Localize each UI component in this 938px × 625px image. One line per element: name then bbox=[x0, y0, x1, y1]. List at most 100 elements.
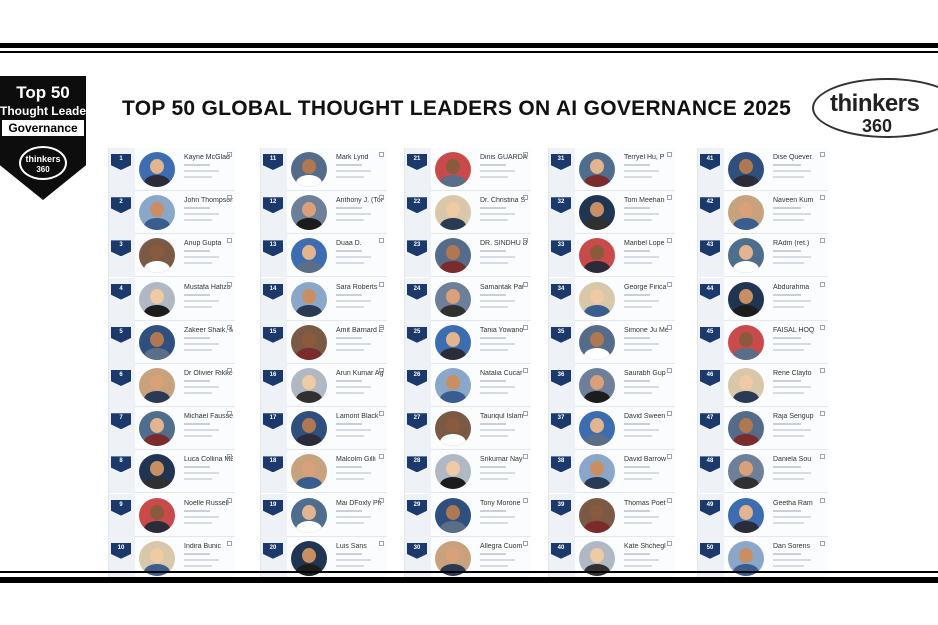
leader-name[interactable]: David Sween bbox=[624, 413, 666, 421]
select-checkbox[interactable] bbox=[820, 238, 825, 244]
leader-name[interactable]: Srikumar Nay bbox=[480, 456, 523, 464]
leader-row[interactable]: 24 Samantak Par bbox=[405, 277, 531, 321]
select-checkbox[interactable] bbox=[523, 540, 528, 546]
leader-row[interactable]: 9 Noelle Russell bbox=[109, 493, 235, 537]
select-checkbox[interactable] bbox=[227, 152, 232, 157]
leader-name[interactable]: Sara Roberts bbox=[336, 283, 378, 291]
leader-row[interactable]: 40 Kate Shchegl bbox=[549, 536, 675, 580]
leader-name[interactable]: Arun Kumar Ag bbox=[336, 370, 384, 377]
leader-row[interactable]: 5 Zakeer Shaik, M bbox=[109, 320, 235, 364]
leader-name[interactable]: Luis Sans bbox=[336, 542, 367, 550]
leader-name[interactable]: Dinis GUARDA bbox=[480, 154, 528, 161]
leader-row[interactable]: 48 Daniela Sou bbox=[698, 450, 828, 494]
leader-row[interactable]: 35 Simone Ju Me bbox=[549, 320, 675, 364]
select-checkbox[interactable] bbox=[523, 411, 528, 417]
leader-name[interactable]: Raja Sengup bbox=[773, 413, 814, 421]
leader-name[interactable]: Thomas Poet bbox=[624, 499, 666, 507]
select-checkbox[interactable] bbox=[820, 281, 825, 287]
leader-row[interactable]: 45 FAISAL HOQ bbox=[698, 320, 828, 364]
leader-row[interactable]: 29 Tony Morone bbox=[405, 493, 531, 537]
leader-row[interactable]: 44 Abdurahma bbox=[698, 277, 828, 321]
leader-name[interactable]: Malcolm Gilli bbox=[336, 456, 376, 464]
leader-name[interactable]: Tom Meehan bbox=[624, 197, 665, 205]
leader-row[interactable]: 19 Mai DFoxly Ph bbox=[261, 493, 387, 537]
leader-row[interactable]: 33 Maribel Lope bbox=[549, 234, 675, 278]
select-checkbox[interactable] bbox=[379, 411, 384, 417]
leader-row[interactable]: 47 Raja Sengup bbox=[698, 407, 828, 451]
select-checkbox[interactable] bbox=[227, 368, 232, 373]
select-checkbox[interactable] bbox=[379, 238, 384, 244]
select-checkbox[interactable] bbox=[379, 368, 384, 373]
select-checkbox[interactable] bbox=[379, 497, 384, 503]
select-checkbox[interactable] bbox=[227, 540, 232, 546]
select-checkbox[interactable] bbox=[227, 195, 232, 201]
leader-row[interactable]: 32 Tom Meehan bbox=[549, 191, 675, 235]
leader-row[interactable]: 14 Sara Roberts bbox=[261, 277, 387, 321]
leader-row[interactable]: 46 Rene Clayto bbox=[698, 364, 828, 407]
leader-name[interactable]: Dan Sorens bbox=[773, 542, 810, 550]
leader-name[interactable]: Natalia Cucar bbox=[480, 370, 523, 377]
leader-row[interactable]: 11 Mark Lynd bbox=[261, 148, 387, 191]
leader-name[interactable]: Kayne McGlad bbox=[184, 154, 230, 161]
leader-row[interactable]: 36 Saurabh Gup bbox=[549, 364, 675, 407]
select-checkbox[interactable] bbox=[667, 238, 672, 244]
leader-row[interactable]: 27 Tauriqul Islam bbox=[405, 407, 531, 451]
select-checkbox[interactable] bbox=[379, 152, 384, 157]
select-checkbox[interactable] bbox=[667, 324, 672, 330]
leader-row[interactable]: 20 Luis Sans bbox=[261, 536, 387, 580]
leader-name[interactable]: Duaa D. bbox=[336, 240, 362, 248]
leader-name[interactable]: Anup Gupta bbox=[184, 240, 222, 248]
leader-row[interactable]: 25 Tania Yowano bbox=[405, 320, 531, 364]
leader-name[interactable]: George Firica bbox=[624, 283, 667, 291]
select-checkbox[interactable] bbox=[523, 454, 528, 460]
leader-name[interactable]: RAdm (ret.) bbox=[773, 240, 810, 248]
leader-row[interactable]: 3 Anup Gupta bbox=[109, 234, 235, 278]
leader-row[interactable]: 12 Anthony J. (Tor bbox=[261, 191, 387, 235]
leader-row[interactable]: 2 John Thompson bbox=[109, 191, 235, 235]
leader-name[interactable]: Kate Shchegl bbox=[624, 542, 666, 550]
leader-row[interactable]: 37 David Sween bbox=[549, 407, 675, 451]
leader-row[interactable]: 41 Dise Quever bbox=[698, 148, 828, 191]
leader-name[interactable]: David Barrow bbox=[624, 456, 667, 464]
leader-name[interactable]: Geetha Ram bbox=[773, 499, 813, 507]
select-checkbox[interactable] bbox=[227, 281, 232, 287]
leader-row[interactable]: 16 Arun Kumar Ag bbox=[261, 364, 387, 407]
select-checkbox[interactable] bbox=[667, 411, 672, 417]
leader-row[interactable]: 23 DR. SINDHU B bbox=[405, 234, 531, 278]
select-checkbox[interactable] bbox=[379, 281, 384, 287]
leader-name[interactable]: Allegra Cuom bbox=[480, 542, 523, 550]
leader-name[interactable]: Michael Fausse bbox=[184, 413, 233, 421]
select-checkbox[interactable] bbox=[227, 238, 232, 244]
select-checkbox[interactable] bbox=[820, 411, 825, 417]
leader-name[interactable]: Dr. Christina S bbox=[480, 197, 526, 205]
select-checkbox[interactable] bbox=[820, 497, 825, 503]
leader-row[interactable]: 28 Srikumar Nay bbox=[405, 450, 531, 494]
leader-row[interactable]: 26 Natalia Cucar bbox=[405, 364, 531, 407]
leader-row[interactable]: 6 Dr Olivier Rikke bbox=[109, 364, 235, 407]
leader-row[interactable]: 18 Malcolm Gilli bbox=[261, 450, 387, 494]
leader-name[interactable]: Saurabh Gup bbox=[624, 370, 666, 377]
leader-name[interactable]: Lamont Black bbox=[336, 413, 379, 421]
select-checkbox[interactable] bbox=[379, 324, 384, 330]
select-checkbox[interactable] bbox=[667, 281, 672, 287]
select-checkbox[interactable] bbox=[227, 324, 232, 330]
select-checkbox[interactable] bbox=[523, 238, 528, 244]
leader-name[interactable]: Daniela Sou bbox=[773, 456, 812, 464]
leader-name[interactable]: Tania Yowano bbox=[480, 326, 524, 334]
leader-row[interactable]: 43 RAdm (ret.) bbox=[698, 234, 828, 278]
select-checkbox[interactable] bbox=[667, 152, 672, 157]
leader-name[interactable]: Mustafa Hafizo bbox=[184, 283, 231, 291]
leader-row[interactable]: 1 Kayne McGlad bbox=[109, 148, 235, 191]
leader-name[interactable]: Mark Lynd bbox=[336, 154, 369, 161]
leader-name[interactable]: Terryel Hu, P bbox=[624, 154, 665, 161]
leader-row[interactable]: 4 Mustafa Hafizo bbox=[109, 277, 235, 321]
select-checkbox[interactable] bbox=[820, 195, 825, 201]
leader-name[interactable]: Rene Clayto bbox=[773, 370, 812, 377]
leader-row[interactable]: 8 Luca Collina ME bbox=[109, 450, 235, 494]
leader-row[interactable]: 30 Allegra Cuom bbox=[405, 536, 531, 580]
leader-name[interactable]: Abdurahma bbox=[773, 283, 810, 291]
leader-row[interactable]: 21 Dinis GUARDA bbox=[405, 148, 531, 191]
leader-row[interactable]: 39 Thomas Poet bbox=[549, 493, 675, 537]
select-checkbox[interactable] bbox=[667, 497, 672, 503]
select-checkbox[interactable] bbox=[820, 540, 825, 546]
